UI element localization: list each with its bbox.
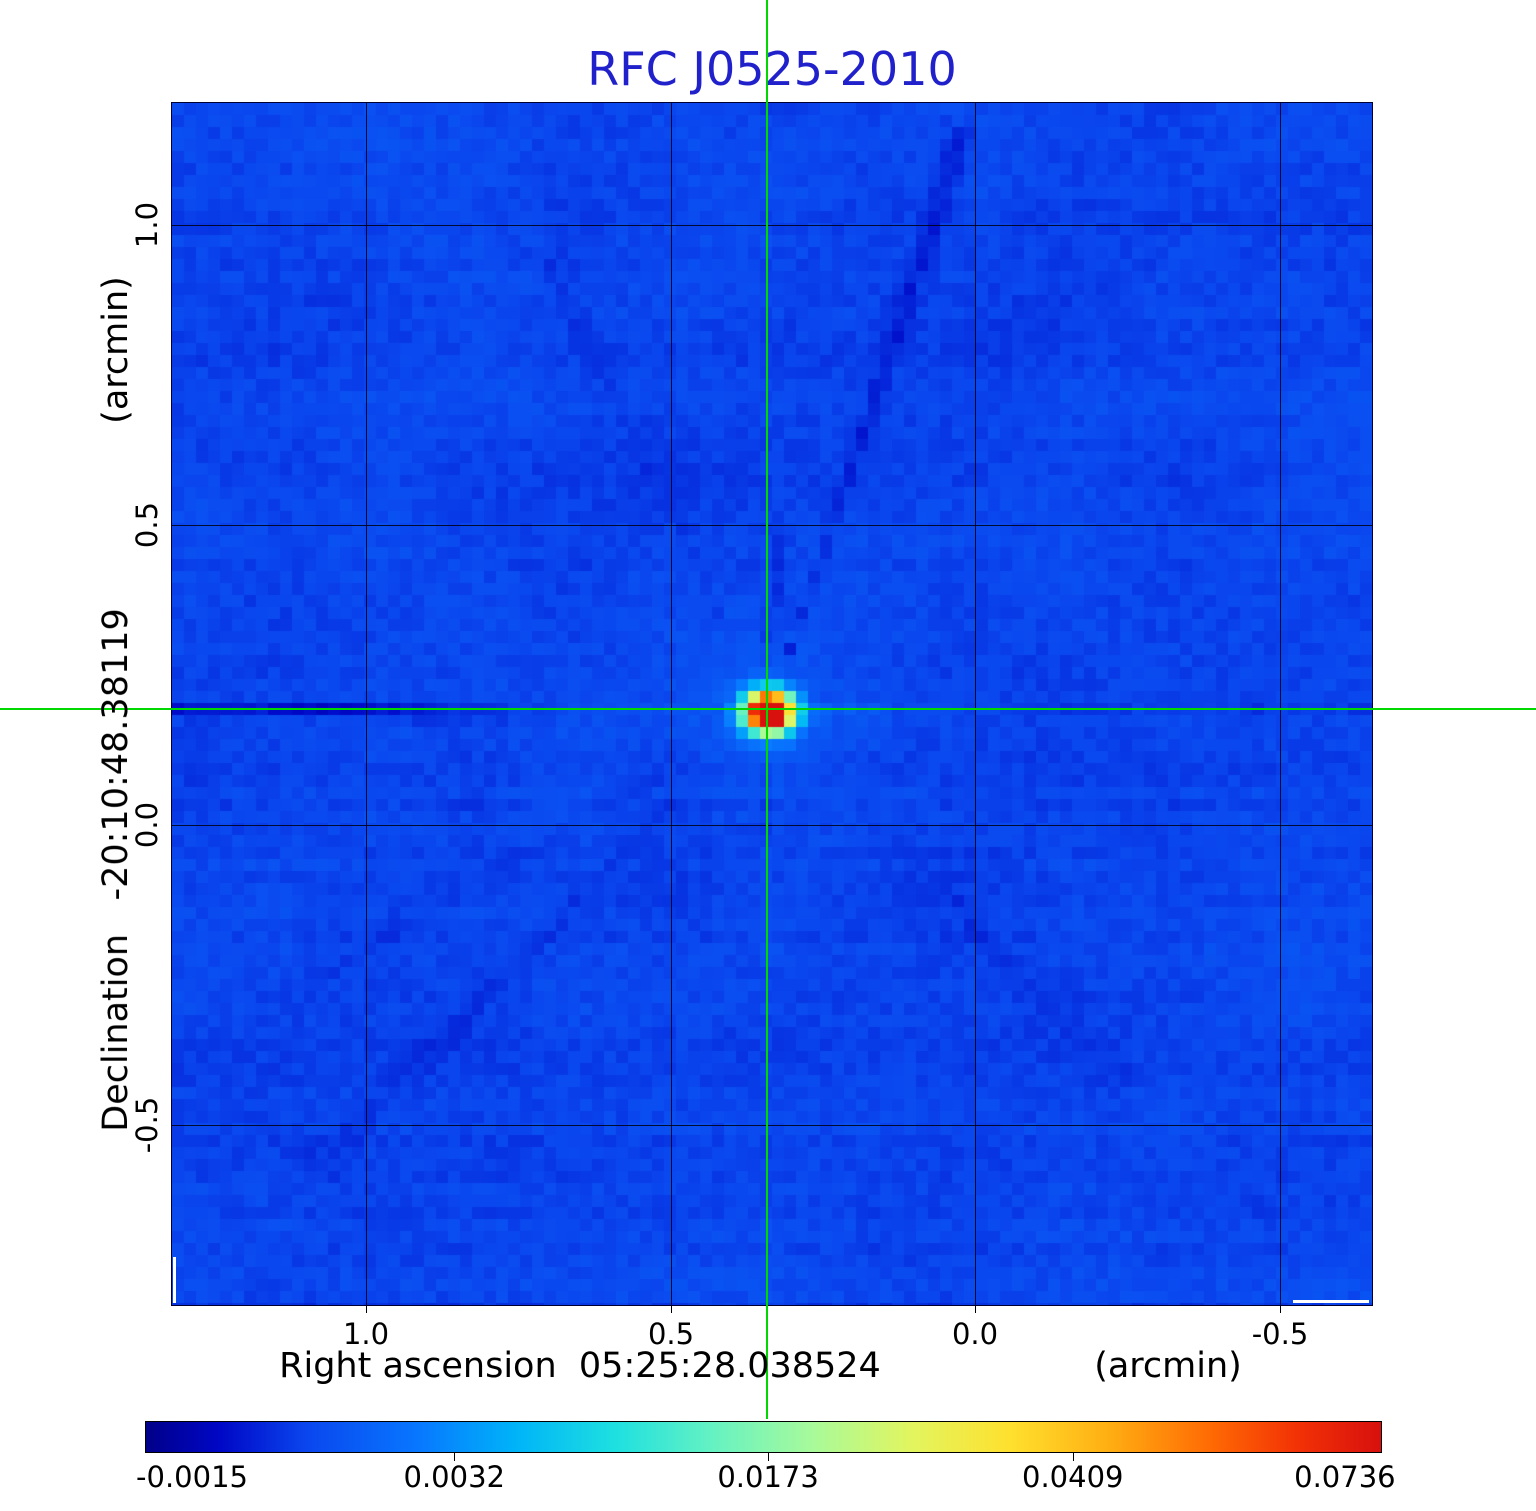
y-axis-title: Declination -20:10:48.38119 [96,608,136,1132]
grid-line-x--0.5 [1280,103,1281,1305]
beam-scale-horizontal-bar [1293,1300,1369,1303]
x-axis-unit-label: (arcmin) [1094,1346,1242,1386]
grid-line-y-0.5 [172,525,1372,526]
x-axis-tickmark--0.5 [1280,1306,1281,1313]
grid-line-y--0.5 [172,1125,1372,1126]
x-axis-tick-1.0: 1.0 [342,1317,390,1351]
colorbar-gradient [145,1421,1382,1453]
grid-line-x-0.0 [975,103,976,1305]
intensity-map-canvas [172,103,1372,1305]
x-axis-tick--0.5: -0.5 [1251,1317,1309,1351]
x-axis-tick-0.0: 0.0 [951,1317,999,1351]
colorbar-label-3: 0.0173 [717,1460,819,1494]
grid-line-x-0.5 [671,103,672,1305]
x-axis-title: Right ascension 05:25:28.038524 [279,1346,881,1386]
x-axis-tick-0.5: 0.5 [647,1317,695,1351]
colorbar-label-4: 0.0409 [1022,1460,1124,1494]
colorbar-label-min: -0.0015 [136,1460,248,1494]
colorbar-tickmark-1 [454,1453,456,1461]
colorbar-label-max: 0.0736 [1294,1460,1396,1494]
y-axis-tick-0.5: 0.5 [130,501,164,549]
x-axis-tickmark-0.5 [671,1306,672,1313]
grid-line-y-1.0 [172,225,1372,226]
y-axis-tick-1.0: 1.0 [130,201,164,249]
image-plot [171,102,1373,1306]
colorbar-label-2: 0.0032 [403,1460,505,1494]
y-axis-unit-label: (arcmin) [96,276,136,424]
grid-line-x-1.0 [366,103,367,1305]
x-axis-tickmark-1.0 [366,1306,367,1313]
colorbar-tickmark-2 [768,1453,770,1461]
beam-scale-vertical-bar [173,1257,176,1303]
page-title: RFC J0525-2010 [587,42,957,96]
x-axis-tickmark-0.0 [975,1306,976,1313]
crosshair-horizontal-line [0,708,1536,710]
grid-line-y-0.0 [172,825,1372,826]
colorbar-tickmark-3 [1072,1453,1074,1461]
